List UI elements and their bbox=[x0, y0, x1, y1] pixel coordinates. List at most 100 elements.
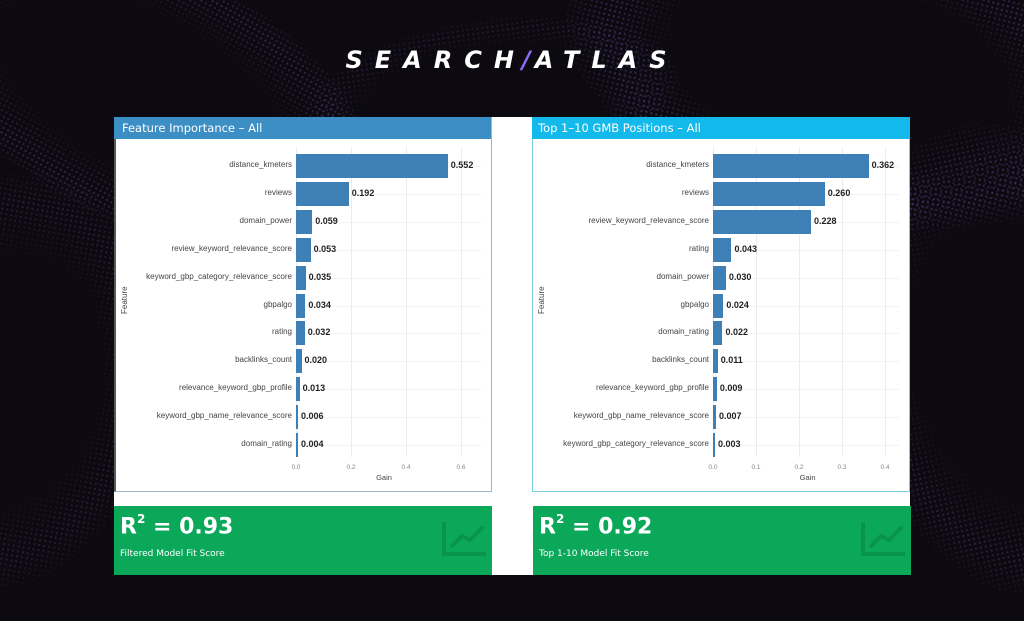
r-squared-value: R2 = 0.92 bbox=[539, 512, 653, 540]
x-tick-label: 0.0 bbox=[708, 464, 718, 471]
top-gmb-positions-panel: Top 1–10 GMB Positions – All Feature 0.0… bbox=[532, 117, 910, 492]
bar-row: distance_kmeters 0.362 bbox=[533, 154, 909, 178]
gain-value-label: 0.024 bbox=[726, 299, 749, 310]
gridline bbox=[406, 147, 407, 457]
gain-value-label: 0.260 bbox=[827, 187, 851, 198]
gridline bbox=[296, 389, 481, 391]
gain-bar bbox=[296, 265, 306, 290]
gridline bbox=[885, 147, 886, 457]
gain-value-label: 0.009 bbox=[719, 383, 743, 394]
gain-bar bbox=[713, 181, 825, 206]
r-value: = 0.93 bbox=[145, 514, 234, 540]
feature-label: reviews bbox=[264, 187, 292, 197]
r-superscript: 2 bbox=[136, 512, 146, 526]
gridline bbox=[296, 305, 481, 307]
x-tick-label: 0.2 bbox=[346, 464, 356, 471]
gridline bbox=[713, 389, 899, 391]
gridline bbox=[461, 147, 462, 457]
bar-row: rating 0.032 bbox=[116, 321, 491, 346]
bar-row: review_keyword_relevance_score 0.228 bbox=[533, 209, 909, 234]
x-tick-label: 0.4 bbox=[880, 464, 890, 471]
gain-value-label: 0.228 bbox=[814, 215, 837, 226]
x-tick-label: 0.2 bbox=[794, 464, 804, 471]
gain-bar bbox=[296, 237, 311, 262]
line-chart-icon bbox=[861, 522, 905, 556]
gridline bbox=[296, 193, 481, 195]
gain-bar bbox=[713, 405, 716, 430]
feature-label: distance_kmeters bbox=[229, 160, 292, 169]
gain-value-label: 0.192 bbox=[351, 187, 375, 198]
filtered-model-fit-card: R2 = 0.93 Filtered Model Fit Score bbox=[114, 506, 492, 575]
x-axis-label: Gain bbox=[376, 473, 392, 482]
feature-label: relevance_keyword_gbp_profile bbox=[179, 383, 292, 393]
gain-bar bbox=[296, 154, 448, 178]
gain-value-label: 0.030 bbox=[728, 271, 752, 282]
bar-row: relevance_keyword_gbp_profile 0.013 bbox=[116, 377, 491, 402]
feature-label: keyword_gbp_category_relevance_score bbox=[563, 439, 709, 448]
gridline bbox=[713, 361, 899, 363]
bar-row: domain_power 0.059 bbox=[116, 209, 491, 234]
x-axis-label: Gain bbox=[799, 473, 816, 482]
bar-row: keyword_gbp_name_relevance_score 0.006 bbox=[116, 405, 491, 430]
gain-value-label: 0.022 bbox=[725, 327, 748, 338]
feature-label: keyword_gbp_category_relevance_score bbox=[146, 271, 292, 281]
gain-value-label: 0.034 bbox=[308, 299, 331, 310]
x-tick-label: 0.3 bbox=[837, 464, 847, 471]
bar-row: rating 0.043 bbox=[533, 237, 909, 262]
gridline bbox=[296, 333, 481, 335]
gain-value-label: 0.035 bbox=[308, 271, 332, 282]
gain-bar bbox=[713, 433, 715, 457]
gain-bar bbox=[296, 181, 349, 206]
logo-slash: / bbox=[521, 46, 531, 74]
r-value: = 0.92 bbox=[564, 514, 653, 540]
gain-value-label: 0.053 bbox=[313, 243, 337, 254]
feature-label: rating bbox=[688, 243, 709, 253]
gain-bar bbox=[296, 377, 300, 402]
gain-bar bbox=[296, 321, 305, 346]
gridline bbox=[351, 147, 352, 457]
gridline bbox=[296, 277, 481, 279]
r-label: R bbox=[539, 514, 556, 540]
gain-value-label: 0.362 bbox=[871, 160, 895, 170]
panel-title: Top 1–10 GMB Positions – All bbox=[532, 117, 910, 139]
logo-text-right: ATLAS bbox=[534, 46, 679, 74]
gain-value-label: 0.003 bbox=[718, 439, 741, 449]
feature-label: review_keyword_relevance_score bbox=[588, 215, 709, 225]
feature-label: gbpalgo bbox=[680, 299, 709, 309]
gain-bar bbox=[713, 349, 718, 374]
gridline bbox=[756, 147, 757, 457]
gain-bar bbox=[713, 265, 726, 290]
bar-row: keyword_gbp_category_relevance_score 0.03… bbox=[116, 265, 491, 290]
bar-row: gbpalgo 0.024 bbox=[533, 293, 909, 318]
search-atlas-logo: SEARCH/ATLAS bbox=[0, 46, 1024, 74]
gain-value-label: 0.004 bbox=[301, 439, 324, 449]
bar-row: keyword_gbp_category_relevance_score 0.00… bbox=[533, 433, 909, 457]
feature-label: distance_kmeters bbox=[646, 160, 709, 169]
gain-bar bbox=[296, 349, 302, 374]
gain-bar bbox=[713, 237, 732, 262]
gridline bbox=[296, 361, 481, 363]
gridline bbox=[842, 147, 843, 457]
gain-value-label: 0.013 bbox=[302, 383, 326, 394]
gridline bbox=[296, 249, 481, 251]
x-tick-label: 0.1 bbox=[751, 464, 761, 471]
top10-model-fit-card: R2 = 0.92 Top 1-10 Model Fit Score bbox=[533, 506, 911, 575]
r-squared-value: R2 = 0.93 bbox=[120, 512, 234, 540]
feature-importance-panel: Feature Importance – All Feature 0.0 0.2 0… bbox=[114, 117, 492, 492]
feature-label: backlinks_count bbox=[652, 355, 709, 365]
r-superscript: 2 bbox=[555, 512, 565, 526]
feature-label: backlinks_count bbox=[235, 355, 292, 365]
bar-row: gbpalgo 0.034 bbox=[116, 293, 491, 318]
feature-label: keyword_gbp_name_relevance_score bbox=[156, 411, 292, 421]
bar-row: backlinks_count 0.020 bbox=[116, 349, 491, 374]
gain-value-label: 0.032 bbox=[307, 327, 331, 338]
gridline bbox=[713, 249, 899, 251]
feature-label: review_keyword_relevance_score bbox=[171, 243, 292, 253]
score-caption: Filtered Model Fit Score bbox=[120, 549, 225, 559]
feature-label: domain_power bbox=[656, 271, 709, 281]
x-tick-label: 0.0 bbox=[291, 464, 301, 471]
gain-value-label: 0.007 bbox=[719, 411, 742, 422]
gridline bbox=[713, 445, 899, 446]
feature-label: domain_power bbox=[239, 215, 292, 225]
gain-bar bbox=[713, 293, 724, 318]
